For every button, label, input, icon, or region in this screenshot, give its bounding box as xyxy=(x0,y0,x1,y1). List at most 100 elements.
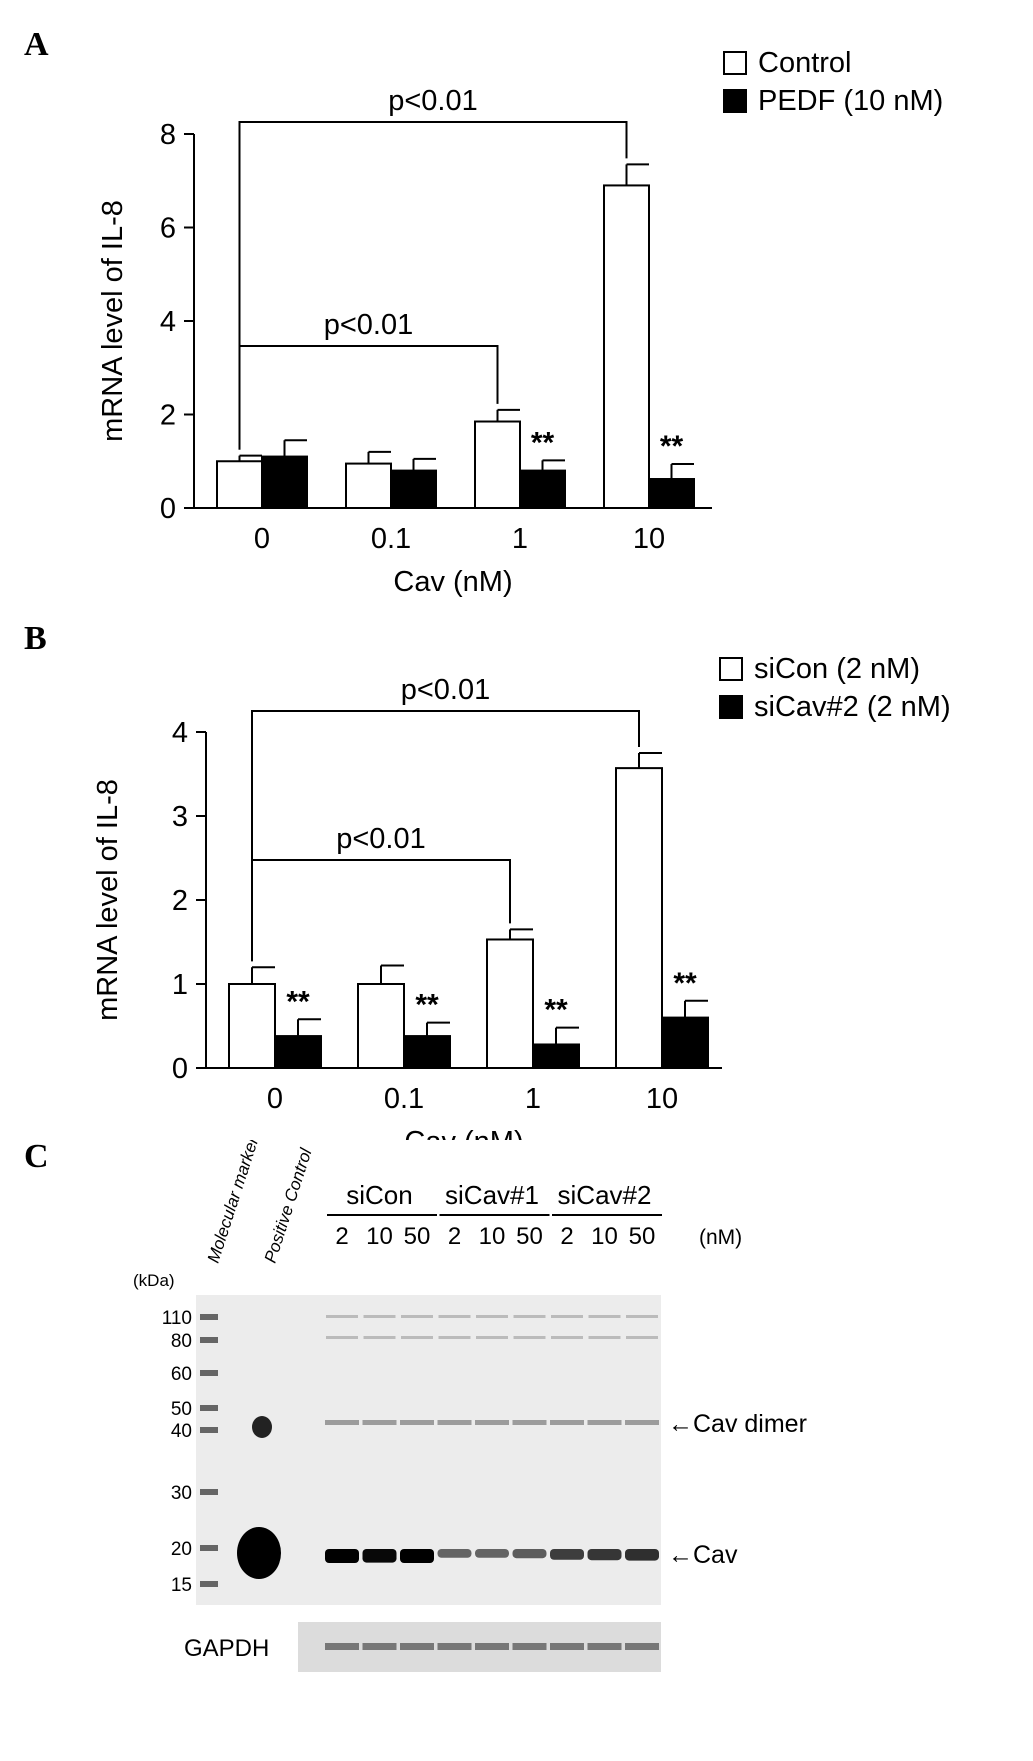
p-value-bracket xyxy=(238,121,628,450)
x-tick-label: 1 xyxy=(525,1083,541,1115)
panel-letter-b: B xyxy=(24,620,47,657)
gapdh-band xyxy=(550,1643,584,1650)
dose-label: 10 xyxy=(479,1223,506,1250)
x-axis-label: Cav (nM) xyxy=(393,566,512,598)
marker-ladder-band xyxy=(200,1337,218,1343)
y-axis-label: mRNA level of IL-8 xyxy=(97,200,129,442)
p-value-label: p<0.01 xyxy=(324,309,414,341)
bar-treated xyxy=(661,1016,709,1070)
significance-marker: ** xyxy=(544,994,568,1027)
gapdh-label: GAPDH xyxy=(184,1635,269,1662)
p-value-bracket xyxy=(251,859,511,962)
faint-band xyxy=(551,1315,583,1318)
cav-dimer-label: ←Cav dimer xyxy=(668,1410,807,1438)
faint-band xyxy=(588,1336,621,1339)
cav-monomer-band xyxy=(512,1549,547,1559)
p-value-label: p<0.01 xyxy=(388,85,478,117)
x-tick-label: 0.1 xyxy=(384,1083,424,1115)
chart-b: 0 1 2 3 4 ** 0 ** 0.1 ** 1 ** 10 p<0.01 p<0.01 Cav (nM)… xyxy=(92,653,951,1140)
legend-label: PEDF (10 nM) xyxy=(758,85,943,117)
p-value-label: p<0.01 xyxy=(336,823,426,855)
legend-swatch xyxy=(719,695,743,719)
cav-label: ←Cav xyxy=(668,1541,738,1569)
x-tick-label: 0.1 xyxy=(371,523,411,555)
dimer-band xyxy=(587,1420,622,1425)
cav-monomer-band xyxy=(400,1549,434,1563)
bar-control xyxy=(603,184,650,510)
faint-band xyxy=(363,1315,396,1318)
significance-marker: ** xyxy=(531,426,555,459)
panel-letter-c: C xyxy=(24,1138,49,1175)
x-tick-label: 1 xyxy=(512,523,528,555)
faint-band xyxy=(588,1315,621,1318)
marker-label: 80 xyxy=(171,1331,192,1352)
faint-band xyxy=(513,1315,546,1318)
bar-treated xyxy=(274,1035,322,1069)
faint-band xyxy=(363,1336,396,1339)
bar-control xyxy=(228,983,276,1069)
dimer-band xyxy=(512,1420,547,1425)
marker-label: 50 xyxy=(171,1399,192,1420)
panel-letter-a: A xyxy=(24,26,49,63)
dimer-band xyxy=(325,1420,359,1425)
faint-band xyxy=(513,1336,546,1339)
gapdh-band xyxy=(362,1643,397,1650)
bar-control xyxy=(357,983,405,1069)
faint-band xyxy=(438,1315,471,1318)
faint-band xyxy=(326,1315,358,1318)
marker-label: 30 xyxy=(171,1483,192,1504)
bar-control xyxy=(474,420,521,510)
bar-treated xyxy=(390,469,437,510)
marker-label: 20 xyxy=(171,1539,192,1560)
bar-control xyxy=(486,938,534,1070)
group-label: siCon xyxy=(346,1180,412,1210)
x-axis-label: Cav (nM) xyxy=(404,1126,523,1140)
cav-monomer-band xyxy=(587,1549,622,1561)
faint-band xyxy=(476,1336,508,1339)
gapdh-band xyxy=(512,1643,547,1650)
cav-monomer-band xyxy=(625,1549,659,1561)
x-tick-label: 0 xyxy=(254,523,270,555)
y-tick-label: 2 xyxy=(172,885,188,917)
dimer-band xyxy=(475,1420,509,1425)
cav-monomer-band xyxy=(325,1549,359,1563)
gapdh-band xyxy=(625,1643,659,1650)
legend-swatch xyxy=(719,657,743,681)
y-tick-label: 1 xyxy=(172,969,188,1001)
y-axis-label: mRNA level of IL-8 xyxy=(92,779,124,1021)
dimer-band xyxy=(550,1420,584,1425)
marker-ladder-band xyxy=(200,1581,218,1587)
cav-monomer-band xyxy=(475,1549,509,1558)
faint-band xyxy=(438,1336,471,1339)
dose-label: 2 xyxy=(335,1223,348,1250)
bar-treated xyxy=(403,1035,451,1069)
legend-label: siCav#2 (2 nM) xyxy=(754,691,951,723)
dose-label: 2 xyxy=(448,1223,461,1250)
faint-band xyxy=(476,1315,508,1318)
cav-monomer-band xyxy=(550,1549,584,1560)
faint-band xyxy=(551,1336,583,1339)
faint-band xyxy=(401,1315,433,1318)
dose-label: 10 xyxy=(591,1223,618,1250)
cav-monomer-band xyxy=(362,1549,397,1563)
bar-treated xyxy=(261,455,308,510)
faint-band xyxy=(326,1336,358,1339)
dose-label: 10 xyxy=(366,1223,393,1250)
bar-treated xyxy=(519,469,566,510)
bar-control xyxy=(345,462,392,509)
gapdh-band xyxy=(437,1643,472,1650)
marker-ladder-band xyxy=(200,1314,218,1320)
x-tick-label: 10 xyxy=(633,523,665,555)
dose-label: 50 xyxy=(516,1223,543,1250)
dose-label: 50 xyxy=(629,1223,656,1250)
marker-ladder-band xyxy=(200,1427,218,1433)
faint-band xyxy=(401,1336,433,1339)
legend-swatch xyxy=(723,51,747,75)
kda-label: (kDa) xyxy=(133,1271,175,1290)
p-value-bracket xyxy=(238,345,499,450)
group-label: siCav#2 xyxy=(558,1180,652,1210)
lane-label: Molecular marker xyxy=(204,1140,263,1265)
marker-ladder-band xyxy=(200,1489,218,1495)
faint-band xyxy=(626,1336,658,1339)
cav-monomer-band xyxy=(437,1549,472,1558)
